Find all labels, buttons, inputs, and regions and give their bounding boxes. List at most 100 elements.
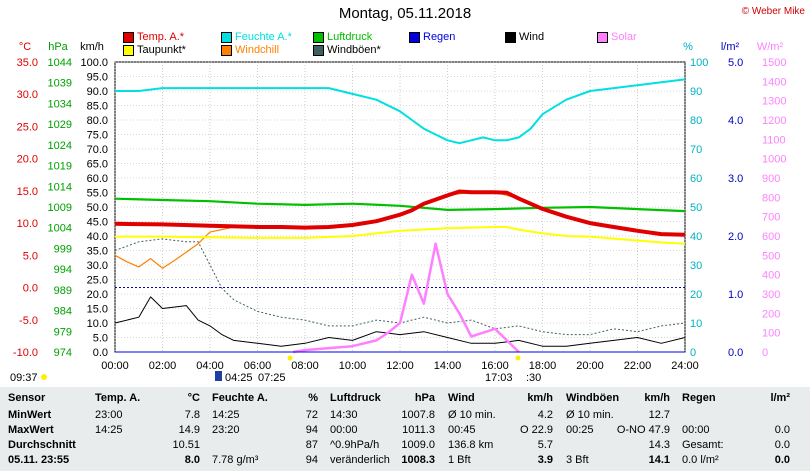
- table-cell: 14:30: [330, 409, 358, 421]
- legend-swatch: [313, 44, 324, 56]
- marker-dawn: 07:25: [258, 372, 286, 384]
- solar-tick-label: 400: [762, 270, 780, 282]
- legend-label: Regen: [423, 31, 456, 43]
- legend-item: Solar: [597, 31, 637, 43]
- table-header: l/m²: [770, 392, 790, 404]
- table-cell: 8.0: [184, 454, 200, 466]
- wind-tick-label: 35.0: [87, 246, 108, 258]
- temp-tick-label: 15.0: [17, 186, 38, 198]
- legend-label: Windböen*: [327, 44, 381, 56]
- wind-tick-label: 0.0: [93, 347, 108, 359]
- time-tick-label: 08:00: [291, 360, 319, 372]
- table-cell: 136.8 km: [448, 439, 494, 451]
- pressure-tick-label: 974: [54, 347, 72, 359]
- marker-sunset: 17:03: [485, 372, 513, 384]
- wind-tick-label: 65.0: [87, 159, 108, 171]
- rain-tick-label: 0.0: [728, 347, 743, 359]
- legend-label: Taupunkt*: [137, 44, 186, 56]
- wind-tick-label: 45.0: [87, 217, 108, 229]
- table-cell: 4.2: [537, 409, 553, 421]
- humidity-tick-label: 30: [690, 260, 702, 272]
- table-row-label: MinWert: [8, 409, 52, 421]
- wind-tick-label: 20.0: [87, 289, 108, 301]
- rain-tick-label: 2.0: [728, 231, 743, 243]
- table-header: Luftdruck: [330, 392, 381, 404]
- solar-tick-label: 1200: [762, 115, 786, 127]
- solar-tick-label: 900: [762, 173, 780, 185]
- table-header: Sensor: [8, 392, 46, 404]
- copyright: © Weber Mike: [741, 6, 805, 17]
- solar-tick-label: 1000: [762, 154, 786, 166]
- time-tick-label: 18:00: [529, 360, 557, 372]
- series-line-feuchte-a: [115, 78, 686, 145]
- table-cell: 10.51: [172, 439, 200, 451]
- rain-tick-label: 4.0: [728, 115, 743, 127]
- table-cell: 12.7: [648, 409, 670, 421]
- temp-tick-label: 10.0: [17, 218, 38, 230]
- rain-tick-label: 3.0: [728, 173, 743, 185]
- legend-swatch: [597, 31, 608, 43]
- table-cell: O 22.9: [519, 424, 553, 436]
- table-cell: 23:00: [95, 409, 123, 421]
- wind-tick-label: 90.0: [87, 86, 108, 98]
- table-cell: Gesamt:: [682, 439, 724, 451]
- humidity-tick-label: 20: [690, 289, 702, 301]
- marker-dusk: :30: [526, 372, 541, 384]
- legend-swatch: [409, 31, 420, 43]
- table-header: Windböen: [566, 392, 620, 404]
- solar-tick-label: 300: [762, 289, 780, 301]
- series-line-temp-a: [114, 189, 686, 237]
- pressure-unit-label: hPa: [48, 41, 68, 53]
- table-header: hPa: [414, 392, 435, 404]
- rain-tick-label: 1.0: [728, 289, 743, 301]
- wind-tick-label: 100.0: [80, 57, 108, 69]
- table-cell: 0.0 l/m²: [682, 454, 719, 466]
- humidity-unit-label: %: [683, 41, 693, 53]
- table-cell: Ø 10 min.: [448, 409, 496, 421]
- table-cell: 7.78 g/m³: [212, 454, 259, 466]
- table-cell: 7.8: [184, 409, 200, 421]
- table-header: km/h: [644, 392, 670, 404]
- time-tick-label: 06:00: [244, 360, 272, 372]
- wind-tick-label: 75.0: [87, 130, 108, 142]
- legend-item: Temp. A.*: [123, 31, 184, 43]
- legend-label: Windchill: [235, 44, 280, 56]
- legend-swatch: [313, 31, 324, 43]
- wind-tick-label: 30.0: [87, 260, 108, 272]
- humidity-tick-label: 80: [690, 115, 702, 127]
- series-line-solar: [292, 242, 520, 354]
- marker-left-time: 09:37: [10, 372, 38, 384]
- moon-marker: [215, 371, 222, 381]
- legend-item: Windchill: [221, 44, 279, 56]
- table-cell: 00:00: [682, 424, 710, 436]
- solar-tick-label: 1100: [762, 134, 786, 146]
- dawn-dot: [287, 355, 293, 361]
- table-row-label: Durchschnitt: [8, 439, 76, 451]
- table-cell: ^0.9hPa/h: [330, 439, 380, 451]
- solar-tick-label: 200: [762, 308, 780, 320]
- table-header: Wind: [448, 392, 475, 404]
- pressure-tick-label: 1034: [48, 98, 72, 110]
- solar-tick-label: 700: [762, 212, 780, 224]
- wind-tick-label: 50.0: [87, 202, 108, 214]
- temp-tick-label: 0.0: [23, 283, 38, 295]
- table-header: Feuchte A.: [212, 392, 268, 404]
- legend-label: Solar: [611, 31, 637, 43]
- pressure-tick-label: 989: [54, 285, 72, 297]
- pressure-tick-label: 1039: [48, 78, 72, 90]
- legend-swatch: [505, 31, 516, 43]
- time-tick-label: 02:00: [149, 360, 177, 372]
- wind-tick-label: 55.0: [87, 188, 108, 200]
- table-cell: 94: [305, 424, 318, 436]
- legend-label: Feuchte A.*: [235, 31, 292, 43]
- humidity-tick-label: 70: [690, 144, 702, 156]
- wind-tick-label: 95.0: [87, 72, 108, 84]
- table-cell: Ø 10 min.: [566, 409, 614, 421]
- wind-tick-label: 5.0: [93, 333, 108, 345]
- table-cell: veränderlich: [330, 454, 390, 466]
- solar-tick-label: 1300: [762, 96, 786, 108]
- solar-tick-label: 0: [762, 347, 768, 359]
- wind-tick-label: 60.0: [87, 173, 108, 185]
- temp-tick-label: 20.0: [17, 154, 38, 166]
- marker-sunrise: 04:25: [225, 372, 253, 384]
